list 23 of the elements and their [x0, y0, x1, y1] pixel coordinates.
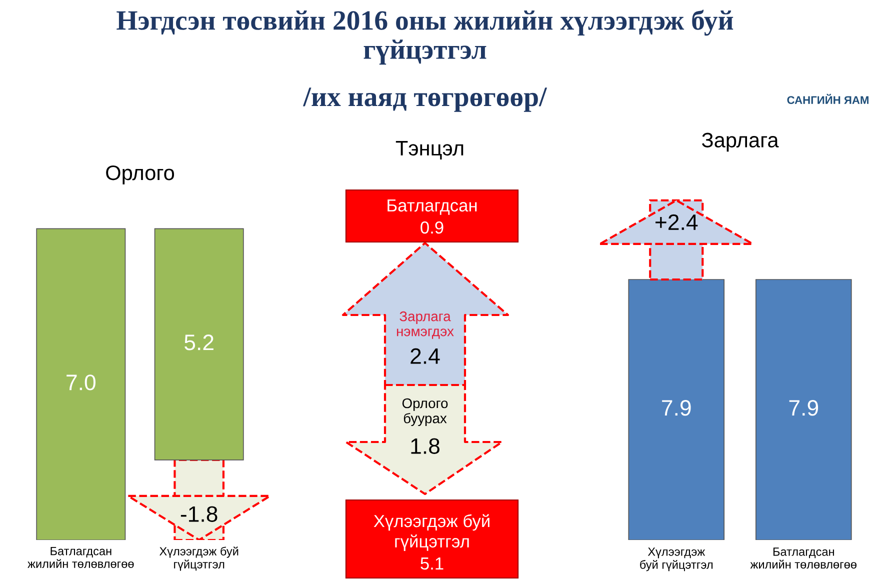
- data-label: 7.9: [789, 400, 818, 416]
- data-label: 7.0: [66, 374, 96, 390]
- category-label: Зарлага нэмэгдэх: [396, 311, 454, 339]
- category-label: Батлагдсан: [388, 199, 477, 215]
- annotation: +2.4: [656, 214, 698, 230]
- text: САНГИЙН ЯАМ: [787, 94, 868, 104]
- annotation: -1.8: [180, 506, 218, 522]
- x-tick-label: Батлагдсан жилийн төлөвлөгөө: [750, 548, 856, 569]
- text: Нэгдсэн төсвийн 2016 оны жилийн хүлээгдэж буй гүйцэтгэл: [116, 10, 734, 65]
- chart-title: Орлого: [106, 165, 174, 184]
- data-label: 0.9: [420, 221, 444, 234]
- text: /их наяд төгрөгөөр/: [302, 88, 548, 112]
- category-label: Орлого буурах: [402, 398, 448, 426]
- data-label: 5.1: [420, 558, 444, 570]
- data-label: 5.2: [184, 334, 214, 350]
- data-label: 7.9: [662, 400, 691, 416]
- chart-title: Зарлага: [702, 132, 779, 152]
- data-label: 1.8: [411, 438, 440, 454]
- text: Тэнцэл: [396, 141, 464, 160]
- x-tick-label: Хүлээгдэж буй гүйцэтгэл: [160, 546, 238, 571]
- x-tick-label: Хүлээгдэж буй гүйцэтгэл: [640, 548, 713, 572]
- x-tick-label: Батлагдсан жилийн төлөвлөгөө: [28, 547, 134, 568]
- data-label: 2.4: [410, 348, 440, 364]
